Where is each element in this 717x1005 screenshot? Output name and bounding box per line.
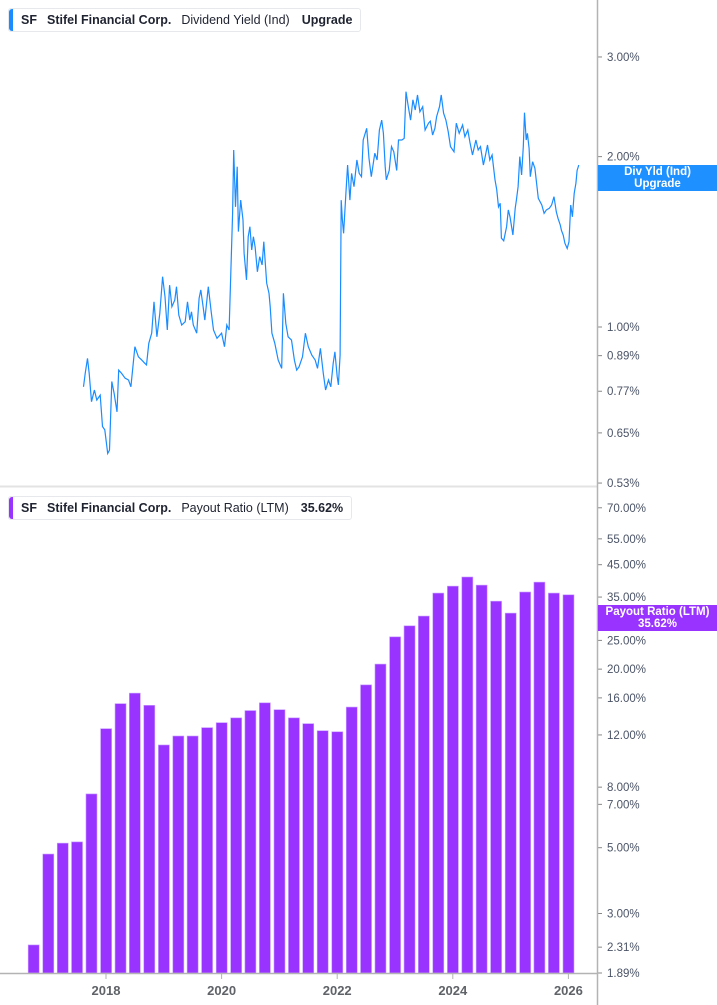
payout-bar bbox=[447, 585, 459, 974]
tag-label: Payout Ratio (LTM) bbox=[605, 606, 710, 618]
y-tick-label: 1.00% bbox=[607, 322, 640, 334]
payout-bar bbox=[504, 612, 517, 974]
payout-bar bbox=[85, 793, 98, 974]
payout-bar bbox=[244, 710, 257, 974]
payout-bar bbox=[345, 706, 358, 974]
payout-bar bbox=[548, 592, 560, 974]
metric-name: Dividend Yield (Ind) bbox=[181, 13, 290, 27]
payout-ratio-bars bbox=[27, 576, 575, 974]
y-tick-label: 70.00% bbox=[607, 503, 646, 515]
payout-bar bbox=[562, 594, 575, 974]
payout-bar bbox=[259, 702, 271, 974]
payout-bar bbox=[230, 717, 242, 974]
payout-bar bbox=[432, 592, 445, 974]
x-tick-label: 2018 bbox=[92, 983, 121, 998]
legend-color-swatch bbox=[9, 497, 13, 519]
y-tick-label: 45.00% bbox=[607, 560, 646, 572]
payout-bar bbox=[56, 842, 69, 974]
bottom-legend[interactable]: SF Stifel Financial Corp. Payout Ratio (… bbox=[8, 496, 353, 520]
payout-bar bbox=[129, 692, 141, 974]
payout-bar bbox=[403, 625, 416, 974]
y-tick-label: 0.53% bbox=[607, 478, 640, 490]
payout-bar bbox=[533, 581, 546, 974]
y-tick-label: 0.89% bbox=[607, 351, 640, 363]
payout-bar bbox=[158, 744, 170, 974]
x-axis: 2018 2020 2022 2024 2026 bbox=[0, 972, 597, 998]
y-tick-label: 8.00% bbox=[607, 782, 640, 794]
payout-bar bbox=[273, 709, 286, 974]
y-tick-label: 25.00% bbox=[607, 635, 646, 647]
x-tick-label: 2026 bbox=[554, 983, 583, 998]
payout-axis: 70.00% 55.00% 45.00% 35.00% 25.00% 20.00% 16.0… bbox=[597, 503, 646, 980]
payout-bar bbox=[71, 841, 83, 974]
y-tick-label: 1.89% bbox=[607, 968, 640, 980]
payout-bar bbox=[42, 853, 55, 974]
y-tick-label: 3.00% bbox=[607, 908, 640, 920]
company-name: Stifel Financial Corp. bbox=[46, 13, 172, 27]
payout-bar bbox=[374, 663, 387, 974]
metric-name: Payout Ratio (LTM) bbox=[181, 501, 289, 515]
payout-bar bbox=[519, 591, 531, 974]
x-tick-label: 2022 bbox=[323, 983, 352, 998]
payout-bar bbox=[360, 684, 372, 974]
payout-bar bbox=[27, 944, 40, 974]
payout-bar bbox=[461, 576, 474, 974]
tag-label: Div Yld (Ind) bbox=[624, 166, 691, 178]
payout-bar bbox=[201, 727, 213, 974]
payout-bar bbox=[475, 584, 488, 974]
payout-bar bbox=[215, 722, 228, 974]
y-tick-label: 12.00% bbox=[607, 730, 646, 742]
y-tick-label: 2.00% bbox=[607, 152, 640, 164]
payout-bar bbox=[490, 600, 502, 974]
tag-value[interactable]: Upgrade bbox=[634, 178, 681, 190]
payout-bar bbox=[302, 723, 315, 974]
ticker: SF bbox=[21, 501, 37, 515]
payout-bar bbox=[389, 636, 401, 974]
ticker: SF bbox=[21, 13, 37, 27]
yield-value-tag[interactable]: Div Yld (Ind) Upgrade bbox=[598, 165, 717, 191]
payout-bar bbox=[288, 717, 300, 974]
legend-color-swatch bbox=[9, 9, 13, 31]
payout-value-tag: Payout Ratio (LTM) 35.62% bbox=[598, 605, 717, 631]
y-tick-label: 35.00% bbox=[607, 592, 646, 604]
tag-value: 35.62% bbox=[637, 618, 677, 630]
payout-bar bbox=[100, 728, 112, 974]
y-tick-label: 7.00% bbox=[607, 799, 640, 811]
upgrade-link[interactable]: Upgrade bbox=[301, 13, 353, 27]
payout-bar bbox=[172, 735, 185, 974]
x-tick-label: 2024 bbox=[438, 983, 468, 998]
y-tick-label: 20.00% bbox=[607, 664, 646, 676]
company-name: Stifel Financial Corp. bbox=[46, 501, 172, 515]
y-tick-label: 3.00% bbox=[607, 52, 640, 64]
payout-bar bbox=[316, 730, 329, 974]
payout-bar bbox=[114, 703, 127, 974]
y-tick-label: 5.00% bbox=[607, 843, 640, 855]
payout-bar bbox=[418, 615, 430, 974]
y-tick-label: 55.00% bbox=[607, 534, 646, 546]
yield-axis: 3.00% 2.00% 1.00% 0.89% 0.77% 0.65% 0.53% bbox=[597, 52, 640, 490]
top-legend[interactable]: SF Stifel Financial Corp. Dividend Yield… bbox=[8, 8, 362, 32]
y-tick-label: 16.00% bbox=[607, 693, 646, 705]
y-tick-label: 2.31% bbox=[607, 942, 640, 954]
payout-bar bbox=[331, 731, 344, 974]
y-tick-label: 0.77% bbox=[607, 386, 640, 398]
x-tick-label: 2020 bbox=[207, 983, 236, 998]
y-tick-label: 0.65% bbox=[607, 428, 640, 440]
payout-bar bbox=[143, 705, 156, 974]
payout-bar bbox=[186, 735, 199, 974]
metric-value: 35.62% bbox=[300, 501, 344, 515]
dividend-yield-line bbox=[82, 91, 580, 456]
